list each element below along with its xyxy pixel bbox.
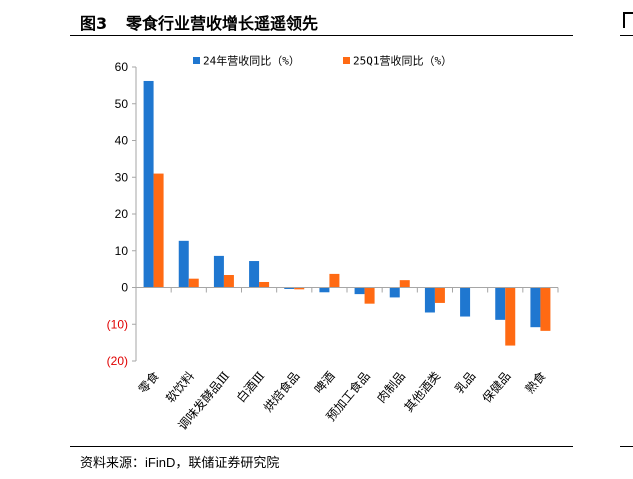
bar-24-4 bbox=[284, 287, 295, 289]
category-label: 啤酒 bbox=[311, 368, 338, 396]
y-tick-label: 40 bbox=[115, 134, 129, 148]
bar-24-3 bbox=[249, 261, 260, 288]
figure-title: 零食行业营收增长遥遥领先 bbox=[126, 14, 319, 33]
y-tick-label: 60 bbox=[115, 60, 129, 74]
bar-24-6 bbox=[354, 287, 365, 295]
top-rule bbox=[70, 35, 573, 36]
y-tick-label: 50 bbox=[115, 97, 129, 111]
bar-25q1-4 bbox=[294, 287, 305, 290]
y-tick-label: 0 bbox=[121, 281, 128, 295]
legend-label-0: 24年营收同比（%） bbox=[203, 54, 300, 68]
bar-24-0 bbox=[143, 80, 154, 288]
bar-24-2 bbox=[213, 255, 224, 288]
source-prefix: 资料来源： bbox=[80, 456, 146, 471]
category-label: 熟食 bbox=[522, 368, 549, 396]
source-note: 资料来源：iFinD，联储证券研究院 bbox=[80, 452, 279, 471]
bar-24-11 bbox=[530, 287, 541, 328]
bar-25q1-0 bbox=[153, 173, 164, 288]
category-label: 白酒Ⅲ bbox=[233, 368, 267, 405]
bar-25q1-10 bbox=[505, 287, 516, 346]
bar-24-8 bbox=[424, 287, 435, 313]
y-tick-label: (10) bbox=[107, 317, 128, 331]
bar-25q1-8 bbox=[434, 287, 445, 303]
bar-24-10 bbox=[495, 287, 506, 320]
bar-24-1 bbox=[178, 240, 189, 288]
category-label: 保健品 bbox=[480, 369, 514, 406]
bar-24-9 bbox=[460, 287, 471, 317]
y-tick-label: 10 bbox=[115, 244, 129, 258]
source-database: iFinD bbox=[145, 455, 176, 470]
next-figure-edge-mark bbox=[623, 12, 633, 28]
bar-25q1-1 bbox=[188, 278, 199, 288]
bottom-rule bbox=[70, 446, 573, 447]
y-tick-label: 30 bbox=[115, 170, 129, 184]
bar-25q1-2 bbox=[223, 275, 234, 288]
y-tick-label: 20 bbox=[115, 207, 129, 221]
legend-swatch-1 bbox=[343, 57, 350, 64]
figure-number: 图3 bbox=[80, 14, 108, 33]
category-label: 乳品 bbox=[452, 369, 478, 396]
bar-24-7 bbox=[389, 287, 400, 298]
category-label: 烘焙食品 bbox=[260, 368, 302, 414]
bar-25q1-11 bbox=[540, 287, 551, 331]
legend-label-1: 25Q1营收同比（%） bbox=[353, 54, 452, 68]
bar-25q1-7 bbox=[399, 280, 410, 288]
source-suffix: ，联储证券研究院 bbox=[175, 456, 280, 471]
bar-24-5 bbox=[319, 287, 330, 293]
category-label: 零食 bbox=[135, 368, 162, 396]
next-figure-bottom-rule bbox=[620, 446, 633, 447]
bar-25q1-6 bbox=[364, 287, 375, 304]
y-tick-label: (20) bbox=[107, 354, 128, 368]
legend-swatch-0 bbox=[193, 57, 200, 64]
bar-25q1-3 bbox=[259, 281, 270, 288]
category-label: 其他酒类 bbox=[402, 369, 444, 415]
category-label: 软饮料 bbox=[163, 369, 197, 406]
category-label: 肉制品 bbox=[374, 369, 408, 406]
bar-25q1-5 bbox=[329, 273, 340, 288]
figure-title-row: 图3 零食行业营收增长遥遥领先 bbox=[80, 8, 573, 34]
next-figure-top-rule bbox=[620, 35, 633, 36]
